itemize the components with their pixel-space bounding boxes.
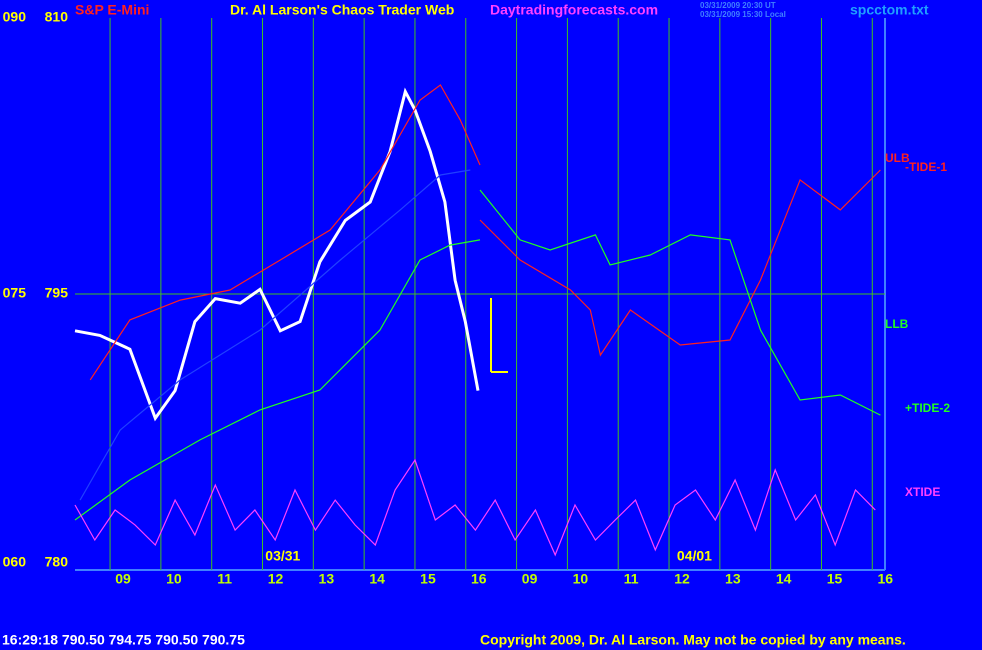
x-tick-label: 14 <box>369 571 385 587</box>
y-tick-label: 780 <box>45 554 69 570</box>
y2-tick-label: 075 <box>3 285 27 301</box>
series-line <box>79 169 471 501</box>
x-tick-label: 13 <box>319 571 335 587</box>
series-line <box>479 189 881 416</box>
series-label: -TIDE-1 <box>905 160 947 174</box>
x-tick-label: 12 <box>268 571 284 587</box>
y2-tick-label: 090 <box>3 9 27 25</box>
y-tick-label: 810 <box>45 9 69 25</box>
series-line <box>74 239 481 521</box>
file-name: spcctom.txt <box>850 2 929 18</box>
date-label: 03/31 <box>265 548 300 564</box>
x-tick-label: 10 <box>573 571 589 587</box>
series-line <box>479 169 881 357</box>
series-label: XTIDE <box>905 485 940 499</box>
x-tick-label: 12 <box>674 571 690 587</box>
x-tick-label: 16 <box>471 571 487 587</box>
series-label: ULB <box>885 151 910 165</box>
series-label: +TIDE-2 <box>905 401 950 415</box>
x-tick-label: 09 <box>115 571 131 587</box>
series-label: LLB <box>885 317 909 331</box>
y2-tick-label: 060 <box>3 554 27 570</box>
x-tick-label: 16 <box>878 571 894 587</box>
x-tick-label: 10 <box>166 571 182 587</box>
timestamp: 03/31/2009 15:30 Local <box>700 10 786 19</box>
x-tick-label: 15 <box>420 571 436 587</box>
x-tick-label: 15 <box>827 571 843 587</box>
timestamp: 03/31/2009 20:30 UT <box>700 1 776 10</box>
x-tick-label: 13 <box>725 571 741 587</box>
x-tick-label: 09 <box>522 571 538 587</box>
site: Daytradingforecasts.com <box>490 2 658 18</box>
chart-title: S&P E-Mini <box>75 2 149 18</box>
status: 16:29:18 790.50 794.75 790.50 790.75 <box>2 632 245 648</box>
copyright: Copyright 2009, Dr. Al Larson. May not b… <box>480 632 906 648</box>
series-line <box>74 458 876 557</box>
x-tick-label: 11 <box>217 571 232 587</box>
projection-marker <box>490 298 508 373</box>
series-line <box>89 84 481 381</box>
date-label: 04/01 <box>677 548 712 564</box>
y-tick-label: 795 <box>45 285 69 301</box>
x-tick-label: 11 <box>624 571 639 587</box>
x-tick-label: 14 <box>776 571 792 587</box>
chart-subtitle: Dr. Al Larson's Chaos Trader Web <box>230 2 454 18</box>
